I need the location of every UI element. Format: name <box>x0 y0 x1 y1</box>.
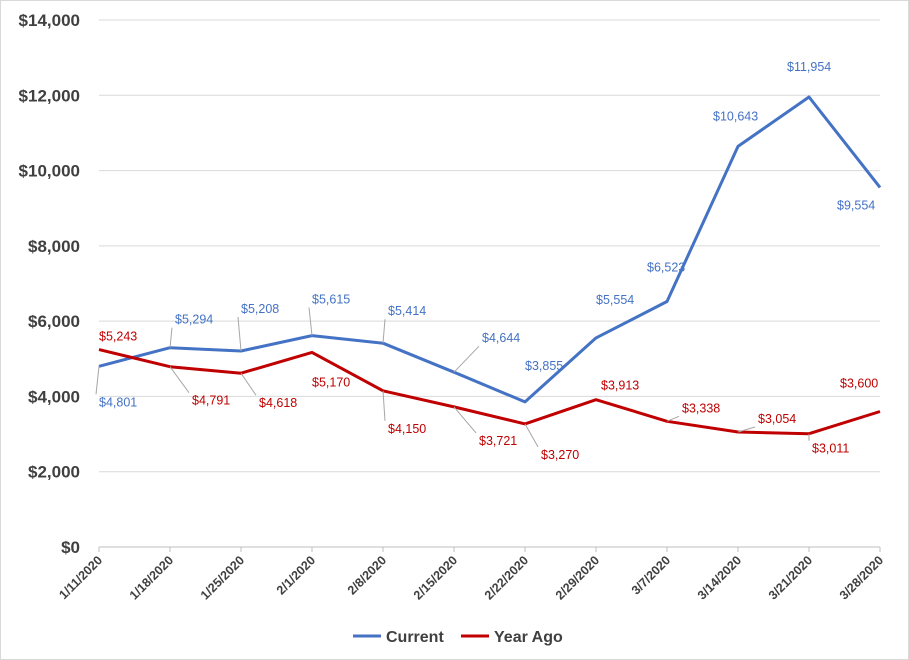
data-label: $5,243 <box>99 330 137 344</box>
y-tick-label: $4,000 <box>28 387 80 406</box>
data-label: $4,150 <box>388 422 426 436</box>
data-label: $3,855 <box>525 359 563 373</box>
data-label: $3,054 <box>758 412 796 426</box>
leader-line <box>453 406 477 434</box>
data-label: $5,414 <box>388 304 426 318</box>
series-layer <box>98 95 882 436</box>
data-label: $4,801 <box>99 395 137 409</box>
data-label: $5,294 <box>175 313 213 327</box>
series-line-year-ago <box>98 348 881 436</box>
y-tick-label: $12,000 <box>19 86 80 105</box>
data-label: $5,170 <box>312 375 350 389</box>
data-label: $4,618 <box>259 396 297 410</box>
data-label: $3,011 <box>812 442 849 456</box>
y-tick-label: $2,000 <box>28 463 80 482</box>
leader-line <box>95 366 100 395</box>
leader-line <box>237 316 242 352</box>
data-label: $5,615 <box>312 293 350 307</box>
leader-line <box>666 415 680 422</box>
y-tick-label: $10,000 <box>19 162 80 181</box>
data-label: $6,523 <box>647 260 685 274</box>
data-label: $9,554 <box>837 198 875 212</box>
leader-line <box>382 390 386 421</box>
leader-line <box>737 426 756 433</box>
gridlines <box>99 19 880 473</box>
leader-line <box>382 319 386 344</box>
data-label: $4,644 <box>482 331 520 345</box>
data-label: $5,554 <box>596 293 634 307</box>
leader-line <box>524 423 539 448</box>
data-label: $3,270 <box>541 448 579 462</box>
legend-label: Current <box>386 629 444 646</box>
data-label: $10,643 <box>713 109 758 123</box>
legend-label: Year Ago <box>494 629 563 646</box>
series-line-current <box>98 95 882 404</box>
leader-line <box>240 372 257 396</box>
data-label: $3,721 <box>479 434 517 448</box>
leader-line <box>308 307 313 336</box>
leader-line <box>453 345 480 373</box>
leader-line <box>169 327 173 348</box>
y-axis: $0 $2,000 $4,000 $6,000 $8,000 $10,000 $12,000… <box>19 11 80 557</box>
data-label: $4,791 <box>192 394 230 408</box>
y-tick-label: $6,000 <box>28 312 80 331</box>
legend: Current Year Ago <box>353 629 563 646</box>
leader-line <box>169 366 190 393</box>
data-label: $3,913 <box>601 379 639 393</box>
data-labels-layer: $4,801 $5,294 $5,208 $5,615 $5,414 $4,644 $3,8… <box>95 60 878 462</box>
y-tick-label: $0 <box>61 538 80 557</box>
y-tick-label: $8,000 <box>28 237 80 256</box>
data-label: $3,600 <box>840 376 878 390</box>
y-tick-label: $14,000 <box>19 11 80 30</box>
data-label: $3,338 <box>682 401 720 415</box>
data-label: $11,954 <box>787 60 831 74</box>
data-label: $5,208 <box>241 302 279 316</box>
